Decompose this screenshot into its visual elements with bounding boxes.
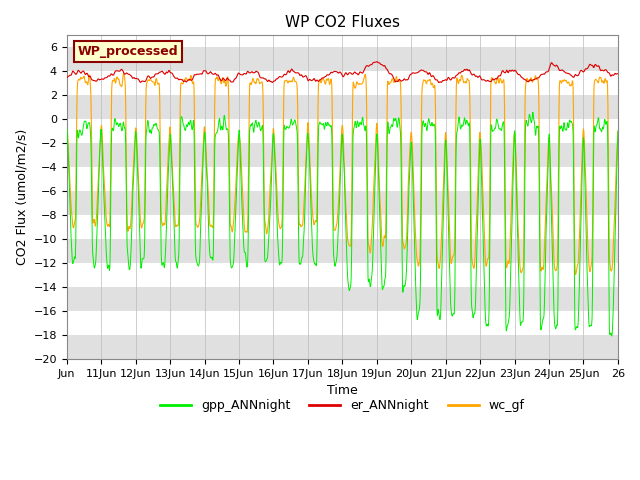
- X-axis label: Time: Time: [327, 384, 358, 397]
- Bar: [67, 335, 618, 359]
- Bar: [67, 287, 618, 311]
- Text: WP_processed: WP_processed: [78, 45, 179, 58]
- Bar: [67, 143, 618, 167]
- Bar: [67, 191, 618, 215]
- Bar: [67, 48, 618, 72]
- Legend: gpp_ANNnight, er_ANNnight, wc_gf: gpp_ANNnight, er_ANNnight, wc_gf: [155, 395, 530, 418]
- Bar: [67, 239, 618, 263]
- Y-axis label: CO2 Flux (umol/m2/s): CO2 Flux (umol/m2/s): [15, 129, 28, 265]
- Title: WP CO2 Fluxes: WP CO2 Fluxes: [285, 15, 400, 30]
- Bar: [67, 95, 618, 119]
